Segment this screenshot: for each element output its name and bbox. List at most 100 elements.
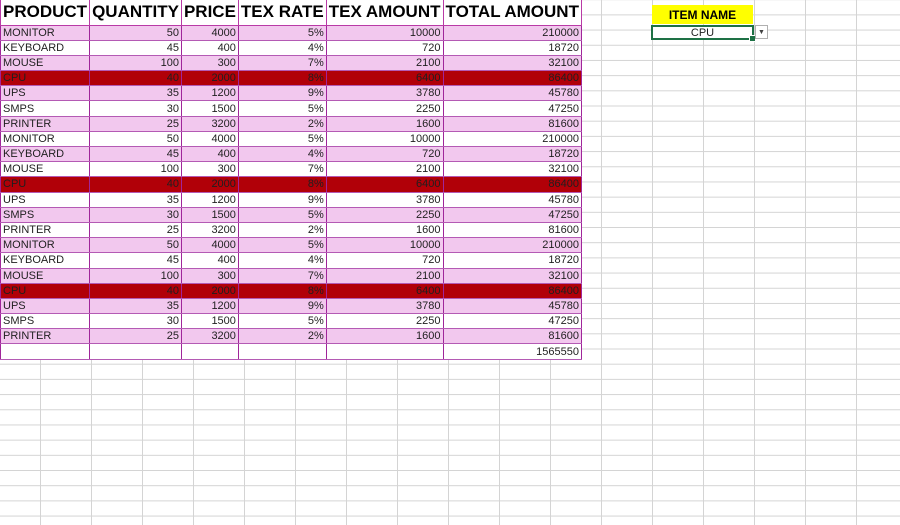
cell-tex-rate[interactable]: 4% (237, 146, 327, 163)
cell-tex-amount[interactable]: 3780 (325, 192, 444, 208)
cell-tex-rate[interactable]: 5% (237, 313, 327, 330)
cell-price[interactable]: 1200 (180, 192, 239, 208)
cell-price[interactable]: 3200 (180, 116, 239, 132)
cell-quantity[interactable]: 45 (89, 252, 182, 269)
cell-quantity[interactable]: 30 (89, 313, 182, 330)
header-total-amount[interactable]: TOTAL AMOUNT (442, 0, 582, 26)
empty-cell[interactable] (325, 343, 444, 360)
cell-quantity[interactable]: 40 (89, 176, 182, 193)
cell-quantity[interactable]: 100 (89, 55, 182, 72)
cell-total-amount[interactable]: 32100 (442, 55, 582, 72)
cell-price[interactable]: 400 (180, 40, 239, 56)
item-name-select-cell[interactable]: CPU (651, 25, 756, 42)
cell-product[interactable]: UPS (0, 298, 91, 315)
cell-tex-rate[interactable]: 7% (237, 268, 327, 284)
cell-price[interactable]: 300 (180, 161, 239, 178)
cell-quantity[interactable]: 50 (89, 25, 182, 41)
cell-tex-amount[interactable]: 2250 (325, 100, 444, 117)
cell-product[interactable]: PRINTER (0, 328, 91, 345)
cell-price[interactable]: 3200 (180, 222, 239, 239)
cell-tex-rate[interactable]: 5% (237, 25, 327, 41)
cell-tex-rate[interactable]: 8% (237, 70, 327, 87)
cell-tex-rate[interactable]: 4% (237, 252, 327, 269)
cell-product[interactable]: SMPS (0, 207, 91, 223)
empty-cell[interactable] (180, 343, 239, 360)
cell-product[interactable]: CPU (0, 283, 91, 299)
grand-total-cell[interactable]: 1565550 (442, 343, 582, 360)
cell-tex-amount[interactable]: 10000 (325, 237, 444, 254)
empty-cell[interactable] (89, 343, 182, 360)
cell-tex-amount[interactable]: 2100 (325, 55, 444, 72)
cell-total-amount[interactable]: 86400 (442, 176, 582, 193)
cell-product[interactable]: MONITOR (0, 131, 91, 148)
cell-tex-amount[interactable]: 2100 (325, 161, 444, 178)
cell-quantity[interactable]: 30 (89, 100, 182, 117)
cell-product[interactable]: CPU (0, 70, 91, 87)
cell-quantity[interactable]: 100 (89, 268, 182, 284)
cell-tex-amount[interactable]: 3780 (325, 298, 444, 315)
cell-price[interactable]: 1500 (180, 100, 239, 117)
cell-total-amount[interactable]: 18720 (442, 146, 582, 163)
cell-price[interactable]: 2000 (180, 176, 239, 193)
cell-price[interactable]: 1500 (180, 313, 239, 330)
cell-tex-amount[interactable]: 6400 (325, 176, 444, 193)
cell-quantity[interactable]: 25 (89, 116, 182, 132)
header-quantity[interactable]: QUANTITY (89, 0, 182, 26)
cell-tex-rate[interactable]: 2% (237, 222, 327, 239)
cell-tex-rate[interactable]: 2% (237, 116, 327, 132)
cell-tex-amount[interactable]: 6400 (325, 70, 444, 87)
cell-price[interactable]: 400 (180, 252, 239, 269)
cell-quantity[interactable]: 35 (89, 192, 182, 208)
cell-product[interactable]: MONITOR (0, 237, 91, 254)
cell-total-amount[interactable]: 210000 (442, 25, 582, 41)
header-tex-rate[interactable]: TEX RATE (237, 0, 327, 26)
cell-tex-rate[interactable]: 5% (237, 237, 327, 254)
cell-tex-amount[interactable]: 3780 (325, 85, 444, 102)
cell-product[interactable]: KEYBOARD (0, 40, 91, 56)
cell-product[interactable]: PRINTER (0, 116, 91, 132)
cell-quantity[interactable]: 100 (89, 161, 182, 178)
cell-tex-rate[interactable]: 5% (237, 207, 327, 223)
cell-quantity[interactable]: 50 (89, 131, 182, 148)
cell-tex-amount[interactable]: 10000 (325, 25, 444, 41)
cell-tex-rate[interactable]: 5% (237, 100, 327, 117)
cell-quantity[interactable]: 25 (89, 328, 182, 345)
cell-price[interactable]: 400 (180, 146, 239, 163)
cell-tex-amount[interactable]: 720 (325, 146, 444, 163)
cell-total-amount[interactable]: 32100 (442, 268, 582, 284)
cell-product[interactable]: MONITOR (0, 25, 91, 41)
cell-total-amount[interactable]: 32100 (442, 161, 582, 178)
empty-cell[interactable] (237, 343, 327, 360)
cell-price[interactable]: 3200 (180, 328, 239, 345)
cell-price[interactable]: 2000 (180, 283, 239, 299)
cell-total-amount[interactable]: 86400 (442, 283, 582, 299)
empty-cell[interactable] (0, 343, 91, 360)
cell-tex-amount[interactable]: 720 (325, 252, 444, 269)
cell-tex-rate[interactable]: 7% (237, 55, 327, 72)
cell-total-amount[interactable]: 81600 (442, 116, 582, 132)
item-dropdown-button[interactable]: ▼ (755, 25, 768, 39)
cell-product[interactable]: MOUSE (0, 161, 91, 178)
cell-price[interactable]: 300 (180, 268, 239, 284)
cell-product[interactable]: CPU (0, 176, 91, 193)
cell-total-amount[interactable]: 18720 (442, 40, 582, 56)
cell-tex-rate[interactable]: 8% (237, 176, 327, 193)
cell-total-amount[interactable]: 86400 (442, 70, 582, 87)
cell-quantity[interactable]: 45 (89, 146, 182, 163)
cell-price[interactable]: 1200 (180, 298, 239, 315)
cell-total-amount[interactable]: 81600 (442, 328, 582, 345)
cell-tex-amount[interactable]: 2250 (325, 207, 444, 223)
cell-price[interactable]: 1500 (180, 207, 239, 223)
cell-tex-amount[interactable]: 2250 (325, 313, 444, 330)
cell-product[interactable]: UPS (0, 192, 91, 208)
cell-quantity[interactable]: 30 (89, 207, 182, 223)
cell-total-amount[interactable]: 210000 (442, 237, 582, 254)
cell-tex-rate[interactable]: 2% (237, 328, 327, 345)
cell-tex-amount[interactable]: 2100 (325, 268, 444, 284)
cell-total-amount[interactable]: 45780 (442, 85, 582, 102)
cell-price[interactable]: 4000 (180, 237, 239, 254)
cell-product[interactable]: UPS (0, 85, 91, 102)
cell-tex-rate[interactable]: 9% (237, 298, 327, 315)
cell-total-amount[interactable]: 210000 (442, 131, 582, 148)
item-name-label[interactable]: ITEM NAME (652, 5, 753, 24)
